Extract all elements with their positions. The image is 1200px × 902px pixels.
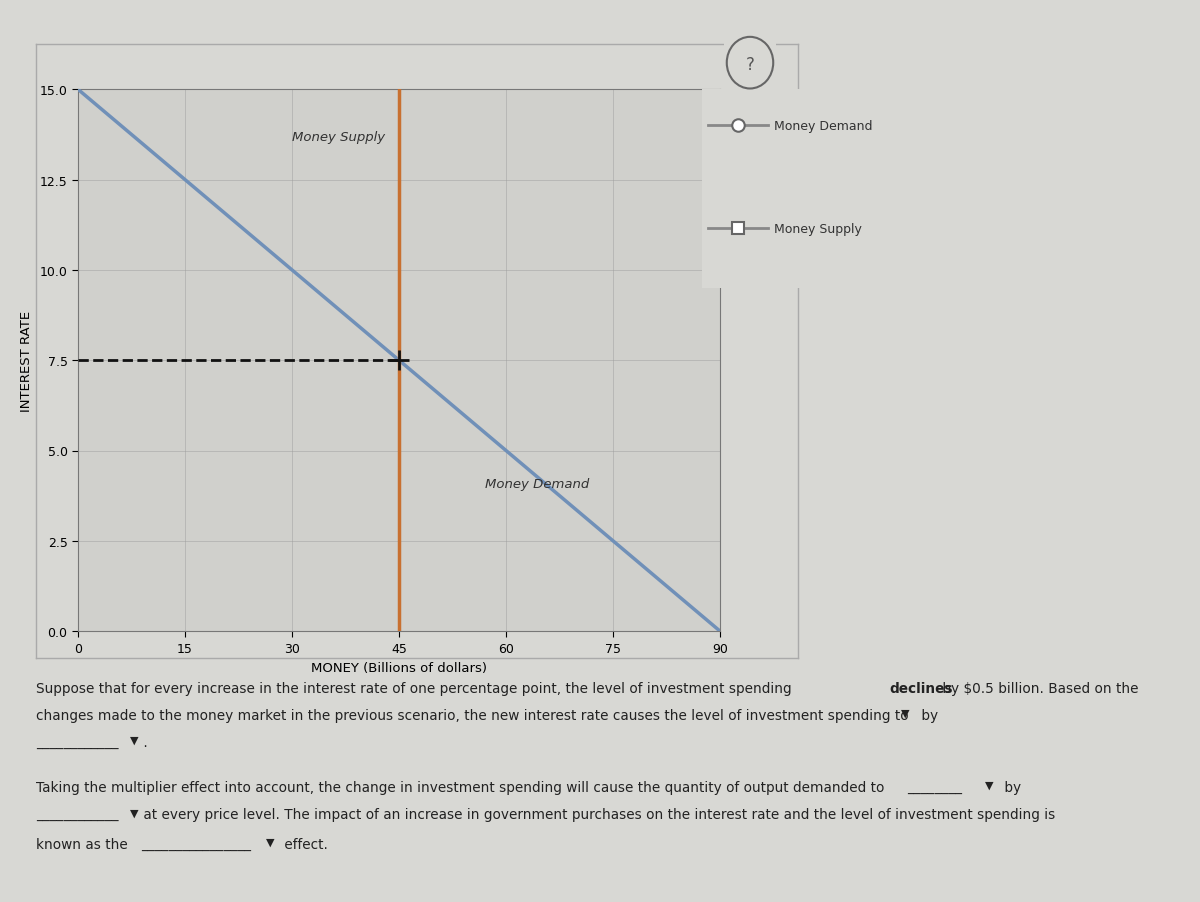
Text: ▼: ▼ bbox=[901, 708, 910, 718]
Text: ▼: ▼ bbox=[130, 735, 138, 745]
Text: declines: declines bbox=[890, 681, 953, 695]
Text: Taking the multiplier effect into account, the change in investment spending wil: Taking the multiplier effect into accoun… bbox=[36, 780, 884, 795]
Text: ▼: ▼ bbox=[130, 807, 138, 817]
Text: known as the: known as the bbox=[36, 837, 127, 851]
Text: effect.: effect. bbox=[280, 837, 328, 851]
Text: ________________: ________________ bbox=[142, 837, 252, 851]
X-axis label: MONEY (Billions of dollars): MONEY (Billions of dollars) bbox=[311, 662, 487, 675]
Text: at every price level. The impact of an increase in government purchases on the i: at every price level. The impact of an i… bbox=[139, 807, 1056, 822]
Text: ____________: ____________ bbox=[36, 807, 119, 822]
Text: changes made to the money market in the previous scenario, the new interest rate: changes made to the money market in the … bbox=[36, 708, 908, 723]
Text: Money Demand: Money Demand bbox=[485, 477, 589, 490]
Text: Money Supply: Money Supply bbox=[292, 131, 385, 143]
Text: by $0.5 billion. Based on the: by $0.5 billion. Based on the bbox=[938, 681, 1139, 695]
Text: ?: ? bbox=[745, 56, 755, 74]
Text: .: . bbox=[139, 735, 148, 750]
Text: ▼: ▼ bbox=[266, 837, 275, 847]
Text: Money Supply: Money Supply bbox=[774, 223, 862, 235]
Text: Money Demand: Money Demand bbox=[774, 119, 872, 133]
Text: Suppose that for every increase in the interest rate of one percentage point, th: Suppose that for every increase in the i… bbox=[36, 681, 796, 695]
Y-axis label: INTEREST RATE: INTEREST RATE bbox=[19, 310, 32, 411]
Text: by: by bbox=[1000, 780, 1021, 795]
Text: ▼: ▼ bbox=[985, 780, 994, 790]
Text: ____________: ____________ bbox=[36, 735, 119, 750]
Text: by: by bbox=[917, 708, 938, 723]
Text: ________: ________ bbox=[907, 780, 962, 795]
